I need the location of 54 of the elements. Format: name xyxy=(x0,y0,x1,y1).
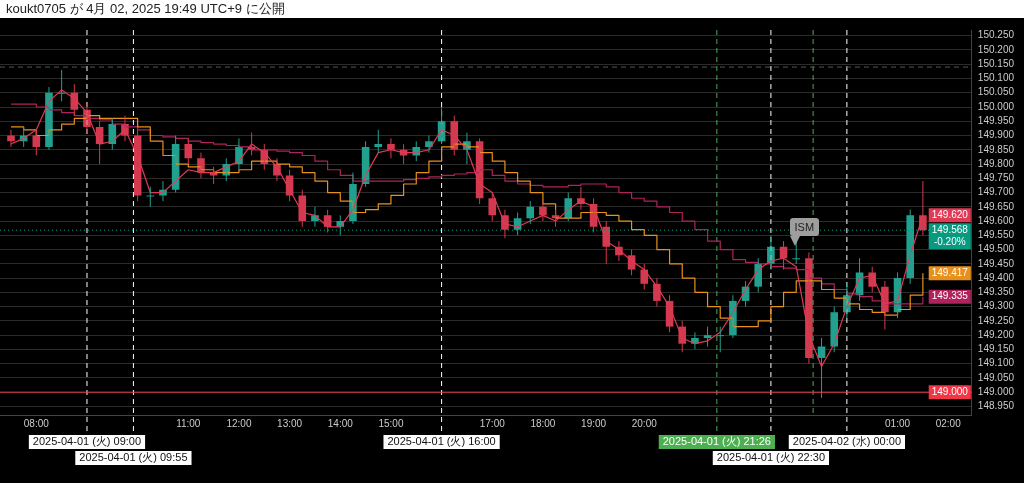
annotation: ISM xyxy=(789,217,820,236)
ref-line-label: 2025-04-01 (火) 09:00 xyxy=(32,435,142,448)
y-tick-label: 149.450 xyxy=(977,257,1015,269)
ref-line-label: 2025-04-01 (火) 16:00 xyxy=(387,435,496,448)
x-tick-label: 02:00 xyxy=(935,417,962,429)
y-tick-label: 149.850 xyxy=(977,143,1015,155)
y-tick-label: 149.200 xyxy=(977,328,1015,340)
x-tick-label: 17:00 xyxy=(479,417,506,429)
data-label: 149.620 xyxy=(931,209,969,221)
candlestick xyxy=(374,129,383,154)
x-tick-label: 11:00 xyxy=(176,417,201,429)
x-tick-label: 18:00 xyxy=(530,417,556,429)
x-tick-label: 14:00 xyxy=(327,417,354,429)
y-tick-label: 149.000 xyxy=(977,385,1015,397)
y-tick-label: 149.300 xyxy=(977,300,1015,312)
data-label: 149.417 xyxy=(931,267,969,279)
y-tick-label: 149.950 xyxy=(977,115,1015,127)
ref-line-label: 149.568 -0.20% xyxy=(931,223,969,247)
y-tick-label: 149.100 xyxy=(977,357,1015,369)
y-tick-label: 149.350 xyxy=(977,286,1015,298)
ref-line-label: 149.000 xyxy=(931,385,969,397)
x-tick-label: 20:00 xyxy=(631,417,658,429)
y-tick-label: 149.150 xyxy=(977,343,1015,355)
ref-line-label: 2025-04-01 (火) 21:26 xyxy=(662,435,771,448)
y-tick-label: 149.700 xyxy=(977,186,1015,198)
y-tick-label: 148.950 xyxy=(977,400,1015,412)
chart-title: koukt0705 が 4月 02, 2025 19:49 UTC+9 に公開 xyxy=(5,0,286,18)
x-tick-label: 19:00 xyxy=(581,417,607,429)
y-tick-label: 150.150 xyxy=(977,57,1015,69)
ref-line-label: 2025-04-01 (火) 22:30 xyxy=(716,451,826,464)
y-tick-label: 149.600 xyxy=(977,214,1015,226)
y-tick-label: 149.650 xyxy=(977,200,1015,212)
y-tick-label: 149.900 xyxy=(977,129,1015,141)
y-tick-label: 150.200 xyxy=(977,43,1015,55)
y-tick-label: 149.250 xyxy=(977,314,1015,326)
candlestick xyxy=(184,137,193,165)
y-tick-label: 149.500 xyxy=(977,243,1015,255)
y-tick-label: 150.250 xyxy=(977,29,1015,41)
y-tick-label: 149.750 xyxy=(977,172,1015,184)
y-tick-label: 149.050 xyxy=(977,371,1015,383)
y-tick-label: 150.100 xyxy=(977,72,1015,84)
x-tick-label: 08:00 xyxy=(23,417,50,429)
y-tick-label: 149.400 xyxy=(977,271,1015,283)
data-label: 149.335 xyxy=(931,290,969,302)
y-tick-label: 150.000 xyxy=(977,100,1015,112)
y-tick-label: 149.550 xyxy=(977,229,1015,241)
y-tick-label: 150.050 xyxy=(977,86,1015,98)
ref-line-label: 2025-04-02 (水) 00:00 xyxy=(792,435,902,448)
x-tick-label: 13:00 xyxy=(277,417,303,429)
y-tick-label: 149.800 xyxy=(977,157,1015,169)
x-tick-label: 01:00 xyxy=(885,417,911,429)
x-tick-label: 12:00 xyxy=(226,417,252,429)
ref-line-label: 2025-04-01 (火) 09:55 xyxy=(79,451,188,464)
x-tick-label: 15:00 xyxy=(378,417,404,429)
